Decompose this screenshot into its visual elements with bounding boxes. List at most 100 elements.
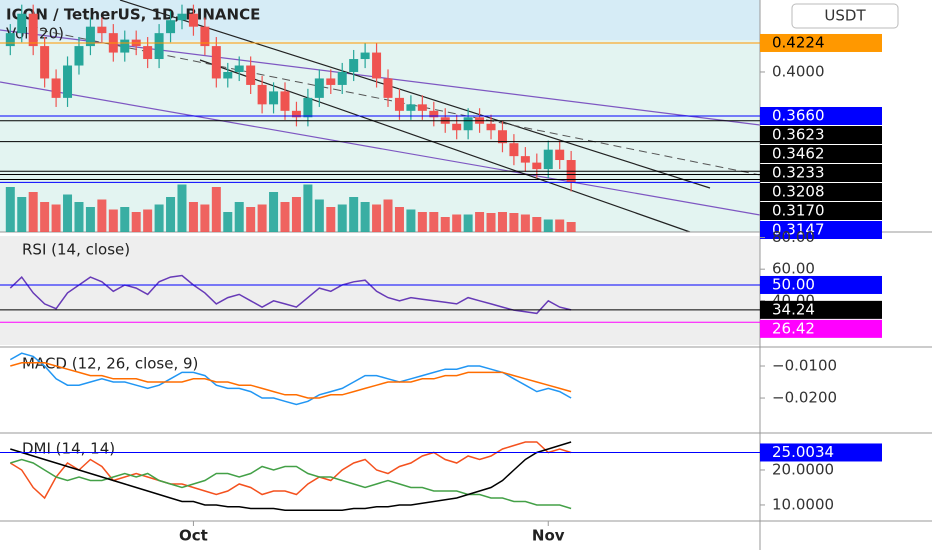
candle-body	[417, 104, 427, 111]
volume-bar	[97, 199, 107, 232]
price-label: 0.3147	[772, 221, 825, 239]
price-label-box	[760, 164, 882, 182]
price-label-box	[760, 183, 882, 201]
candle-body	[543, 149, 553, 170]
volume-bar	[40, 202, 50, 232]
candle-body	[280, 91, 290, 111]
y-tick-label: 10.0000	[772, 495, 834, 513]
x-tick-label: Nov	[532, 527, 565, 545]
volume-bar	[555, 219, 565, 232]
volume-bar	[463, 214, 473, 232]
volume-bar	[372, 204, 382, 232]
price-label: 25.0034	[772, 443, 834, 461]
indicator-line	[10, 362, 572, 399]
volume-bar	[532, 217, 542, 232]
candle-body	[532, 162, 542, 170]
volume-bar	[440, 217, 450, 232]
price-label-box	[760, 107, 882, 125]
volume-bar	[257, 204, 267, 232]
candle-body	[5, 33, 15, 47]
currency-button[interactable]	[791, 3, 899, 29]
price-label-box	[760, 275, 882, 294]
indicator-line	[9, 352, 572, 406]
candle-body	[372, 52, 382, 79]
price-label: 0.3208	[772, 183, 825, 201]
candle-body	[85, 26, 95, 47]
channel-line	[0, 81, 761, 216]
price-label: 0.3623	[772, 126, 825, 144]
candle-body	[497, 130, 507, 144]
volume-bar	[475, 212, 485, 232]
volume-bar	[28, 192, 38, 232]
candle-body	[166, 20, 176, 34]
price-label-box	[760, 221, 882, 239]
price-label: 0.4224	[772, 33, 825, 51]
volume-bar	[417, 212, 427, 232]
y-tick-label: 20.0000	[772, 460, 834, 478]
volume-bar	[17, 197, 27, 232]
candle-body	[452, 123, 462, 131]
candle-body	[486, 123, 496, 131]
candle-body	[555, 149, 565, 161]
volume-bar	[509, 213, 519, 232]
candle-body	[520, 156, 530, 163]
price-label-box	[760, 202, 882, 220]
candle-body	[188, 13, 198, 27]
candle-body	[234, 65, 244, 72]
volume-bar	[63, 194, 73, 232]
volume-bar	[143, 209, 153, 232]
channel-line	[119, 0, 711, 189]
candle-body	[463, 117, 473, 131]
candle-body	[211, 46, 221, 79]
band	[0, 0, 760, 40]
y-tick-label: −0.0200	[772, 389, 837, 407]
volume-bar	[314, 199, 324, 232]
candle-body	[394, 97, 404, 111]
price-label-box	[760, 443, 882, 462]
y-tick-label: 60.00	[772, 260, 815, 278]
candle-body	[120, 39, 130, 53]
price-label-box	[760, 319, 882, 338]
volume-bar	[166, 197, 176, 232]
candle-body	[154, 33, 164, 60]
volume-bar	[269, 192, 279, 232]
volume-bar	[246, 207, 256, 232]
candle-body	[509, 143, 519, 157]
candle-body	[383, 78, 393, 98]
volume-bar	[486, 213, 496, 232]
candle-body	[337, 71, 347, 85]
price-label: 0.3170	[772, 202, 825, 220]
candle-body	[97, 26, 107, 34]
price-label: 0.3233	[772, 164, 825, 182]
indicator-title: DMI (14, 14)	[22, 440, 115, 458]
candle-body	[269, 91, 279, 105]
volume-bar	[543, 219, 553, 232]
candle-body	[326, 78, 336, 85]
volume-bar	[74, 202, 84, 232]
volume-bar	[280, 202, 290, 232]
candle-body	[429, 110, 439, 118]
volume-bar	[566, 222, 576, 232]
x-tick-label: Oct	[179, 527, 208, 545]
indicator-line	[10, 458, 572, 510]
candle-body	[406, 104, 416, 111]
candle-body	[200, 26, 210, 47]
volume-bar	[188, 202, 198, 232]
indicator-title: RSI (14, close)	[22, 241, 130, 259]
volume-bar	[234, 202, 244, 232]
volume-bar	[429, 212, 439, 232]
price-label: 50.00	[772, 275, 815, 293]
candle-body	[74, 46, 84, 66]
volume-bar	[154, 204, 164, 232]
candle-body	[291, 110, 301, 118]
price-label: 34.24	[772, 300, 815, 318]
volume-bar	[5, 187, 15, 232]
candle-body	[28, 13, 38, 47]
volume-bar	[51, 204, 61, 232]
volume-bar	[383, 199, 393, 232]
price-label-box	[760, 126, 882, 144]
volume-bar	[200, 204, 210, 232]
y-tick-label: −0.0100	[772, 357, 837, 375]
price-label-box	[760, 145, 882, 163]
